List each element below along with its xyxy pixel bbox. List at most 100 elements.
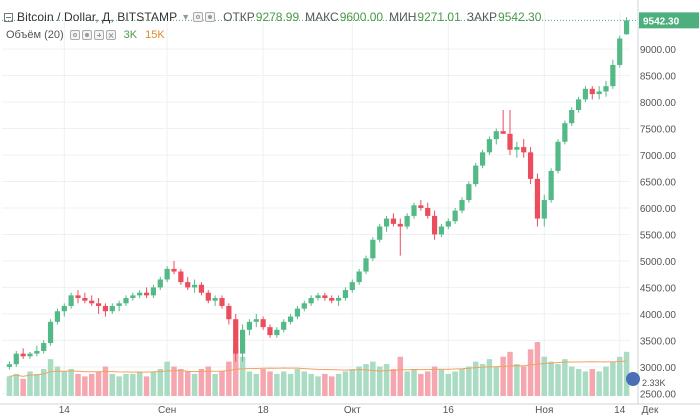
volume-bar <box>603 366 609 396</box>
candle-body <box>342 290 349 299</box>
volume-bar <box>34 373 40 396</box>
candle-body <box>370 239 376 259</box>
volume-bar <box>342 371 349 396</box>
high-label: МАКС <box>305 10 339 24</box>
y-tick-label: 6500.00 <box>640 177 677 188</box>
volume-bar <box>411 369 417 396</box>
volume-bar <box>452 371 458 396</box>
y-tick-label: 2500.00 <box>640 389 677 400</box>
volume-bar <box>376 366 383 396</box>
collapse-icon[interactable] <box>4 12 13 22</box>
y-tick-label: 7500.00 <box>640 125 677 136</box>
volume-bar <box>267 371 273 396</box>
candle-body <box>500 131 506 134</box>
symbol-title[interactable]: Bitcoin / Dollar, Д, BITSTAMP <box>17 10 178 24</box>
volume-bar <box>143 376 150 396</box>
candle-body <box>575 99 582 110</box>
candle-body <box>377 226 383 240</box>
volume-bar <box>136 371 143 396</box>
candle-body <box>89 300 95 304</box>
candle-body <box>582 88 589 100</box>
candle-body <box>418 205 424 208</box>
volume-bar <box>568 366 575 396</box>
volume-bar <box>239 356 246 396</box>
volume-bar <box>582 371 589 396</box>
volume-bar <box>623 351 630 396</box>
candle-body <box>383 218 390 227</box>
volume-bar <box>363 364 369 396</box>
volume-bar <box>61 371 68 396</box>
volume-bar <box>68 369 74 396</box>
volume-bar <box>514 364 520 396</box>
open-label: ОТКР <box>223 10 255 24</box>
volume-bar <box>54 366 61 396</box>
volume-bar <box>589 369 596 396</box>
volume-bar <box>130 373 136 396</box>
volume-bar <box>95 371 102 396</box>
volume-bar <box>191 373 198 396</box>
volume-bar <box>335 373 342 396</box>
candle-body <box>521 147 527 153</box>
volume-bar <box>466 366 472 396</box>
volume-bar <box>164 361 170 396</box>
candle-body <box>20 353 26 357</box>
volume-bar <box>390 369 397 396</box>
candle-body <box>294 308 301 317</box>
chart-header: Bitcoin / Dollar, Д, BITSTAMP ▼ ОТКР 927… <box>4 9 541 25</box>
candle-body <box>34 350 40 354</box>
candle-body <box>555 141 561 171</box>
volume-bar <box>459 369 465 396</box>
candle-body <box>527 152 534 179</box>
candle-body <box>130 295 136 299</box>
volume-bar <box>40 369 47 396</box>
candle-body <box>143 292 150 296</box>
candle-body <box>404 215 410 227</box>
candle-body <box>150 287 157 296</box>
candle-body <box>425 207 431 216</box>
candle-body <box>54 311 61 322</box>
settings-icon[interactable] <box>81 30 92 40</box>
volume-bar <box>13 373 20 396</box>
candle-body <box>61 305 67 312</box>
candle-body <box>322 295 328 299</box>
candle-body <box>6 364 13 367</box>
volume-bar <box>383 364 390 396</box>
x-tick-label: 14 <box>59 405 71 416</box>
candle-body <box>473 165 479 185</box>
volume-bar <box>260 369 266 396</box>
volume-bar <box>610 361 616 396</box>
close-value: 9542.30 <box>498 10 542 24</box>
volume-bar <box>493 366 500 396</box>
volume-bar <box>562 359 568 396</box>
volume-bar <box>205 366 212 396</box>
volume-bar <box>226 361 232 396</box>
candle-body <box>438 226 445 235</box>
candle-body <box>287 316 294 322</box>
x-tick-label: 18 <box>258 405 270 416</box>
y-tick-label: 4000.00 <box>640 310 677 321</box>
volume-bar <box>82 376 88 396</box>
eye-icon[interactable] <box>193 12 204 22</box>
volume-bar <box>445 373 452 396</box>
chevron-down-icon[interactable]: ▼ <box>181 12 191 22</box>
close-label: ЗАКР <box>466 10 498 24</box>
volume-bar <box>274 373 280 396</box>
volume-legend: Объём (20) 3K 15K <box>6 29 165 41</box>
candle-body <box>178 271 184 283</box>
candle-body <box>13 353 19 365</box>
volume-indicator-name[interactable]: Объём (20) <box>6 29 64 41</box>
volume-bar <box>212 373 218 396</box>
volume-bar <box>520 366 527 396</box>
volume-bar <box>47 359 54 396</box>
candle-body <box>137 292 143 296</box>
settings-icon[interactable] <box>205 12 216 22</box>
volume-bar <box>27 371 33 396</box>
close-icon[interactable] <box>105 30 116 40</box>
volume-bar <box>616 356 623 396</box>
volume-bar <box>123 373 129 396</box>
add-icon[interactable] <box>93 30 104 40</box>
candle-body <box>41 343 47 351</box>
eye-icon[interactable] <box>69 30 80 40</box>
candle-body <box>514 147 520 150</box>
